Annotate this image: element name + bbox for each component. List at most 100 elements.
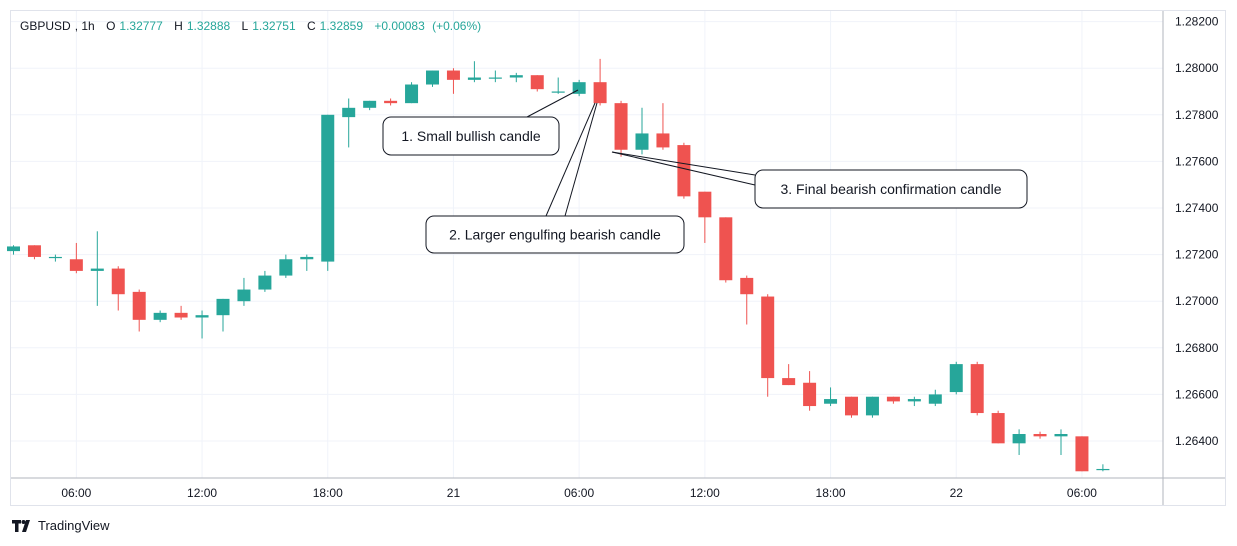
candle-body [1054,434,1068,437]
x-tick-label: 12:00 [187,486,217,500]
candle-body [907,399,921,402]
candle-body [27,245,41,257]
candle [824,387,838,407]
candle-body [886,396,900,402]
candle-body [1096,468,1110,471]
annotation-box [425,215,685,254]
x-tick-label: 22 [950,486,964,500]
candle [467,61,481,83]
candle-body [237,289,251,302]
candle-body [1033,434,1047,437]
candle-body [300,256,314,260]
candle-body [446,70,460,80]
candle [321,114,335,271]
candle [635,107,649,155]
y-tick-label: 1.28200 [1175,15,1219,29]
candle-body [530,75,544,90]
candle [803,371,817,411]
candle [488,70,502,83]
candle [174,305,188,320]
brand-name: TradingView [38,518,110,533]
candle [698,191,712,243]
x-tick-label: 06:00 [1067,486,1097,500]
annotation-pointer [611,151,756,176]
annotation-text: 2. Larger engulfing bearish candle [449,227,661,243]
candle-body [991,413,1005,444]
y-tick-label: 1.27000 [1175,294,1219,308]
candle-body [48,256,62,259]
candle [656,103,670,150]
candle [69,242,83,274]
y-tick-label: 1.27800 [1175,108,1219,122]
annotation-pointer [545,102,596,217]
change-value: +0.00083 [374,19,425,33]
candle-body [216,298,230,316]
candles [7,58,1110,472]
annotation-callout: 1. Small bullish candle [382,89,579,156]
change-pct-value: (+0.06%) [432,19,482,33]
low-value: L 1.32751 [241,19,296,33]
candle-body [740,277,754,295]
candle-body [174,312,188,318]
candle-body [719,217,733,281]
candle [216,298,230,332]
candle [446,68,460,94]
y-tick-label: 1.26400 [1175,434,1219,448]
candle [551,77,565,94]
candle [195,310,209,339]
candle [426,70,439,87]
x-tick-label: 06:00 [61,486,91,500]
y-tick-label: 1.27200 [1175,248,1219,262]
candle [530,75,544,92]
candle-body [132,291,146,320]
candle [342,98,356,148]
candle [845,396,858,418]
tradingview-logo-icon [12,519,30,532]
y-tick-label: 1.28000 [1175,61,1219,75]
annotation-box [754,169,1028,209]
candle-body [656,133,670,148]
candle [593,58,607,106]
candle [258,270,272,292]
candle-body [698,191,712,218]
candle [907,396,921,407]
x-tick-label: 21 [447,486,461,500]
annotation-callout: 2. Larger engulfing bearish candle [425,102,685,254]
high-value: H 1.32888 [174,19,231,33]
annotation-text: 3. Final bearish confirmation candle [780,181,1001,197]
candle-body [111,268,125,295]
annotation-pointer [611,151,756,186]
candle [153,310,167,323]
x-tick-label: 18:00 [816,486,846,500]
candle-body [970,364,984,414]
candle [1096,464,1110,472]
candle [970,361,984,416]
annotation-callout: 3. Final bearish confirmation candle [611,151,1028,209]
candle-body [321,114,335,262]
candle-body [467,77,481,80]
candle [740,275,754,325]
y-tick-label: 1.27600 [1175,154,1219,168]
candle [991,410,1005,444]
chart-frame[interactable] [10,10,1226,506]
candle [7,245,20,255]
y-tick-label: 1.26800 [1175,341,1219,355]
tradingview-brand[interactable]: TradingView [12,518,110,533]
annotations: 1. Small bullish candle 2. Larger engulfi… [382,89,1028,254]
candle-body [635,133,649,150]
candle-body [551,91,565,93]
annotation-box [382,116,560,156]
candle-body [426,70,439,85]
candle [384,98,398,106]
candle [90,231,104,306]
candle-body [195,315,209,318]
x-tick-label: 18:00 [313,486,343,500]
candle [509,72,523,83]
candle [48,254,62,262]
candle-body [928,394,942,404]
close-value: C 1.32859 [306,19,364,33]
annotation-pointer [526,89,579,118]
candle [949,361,963,395]
